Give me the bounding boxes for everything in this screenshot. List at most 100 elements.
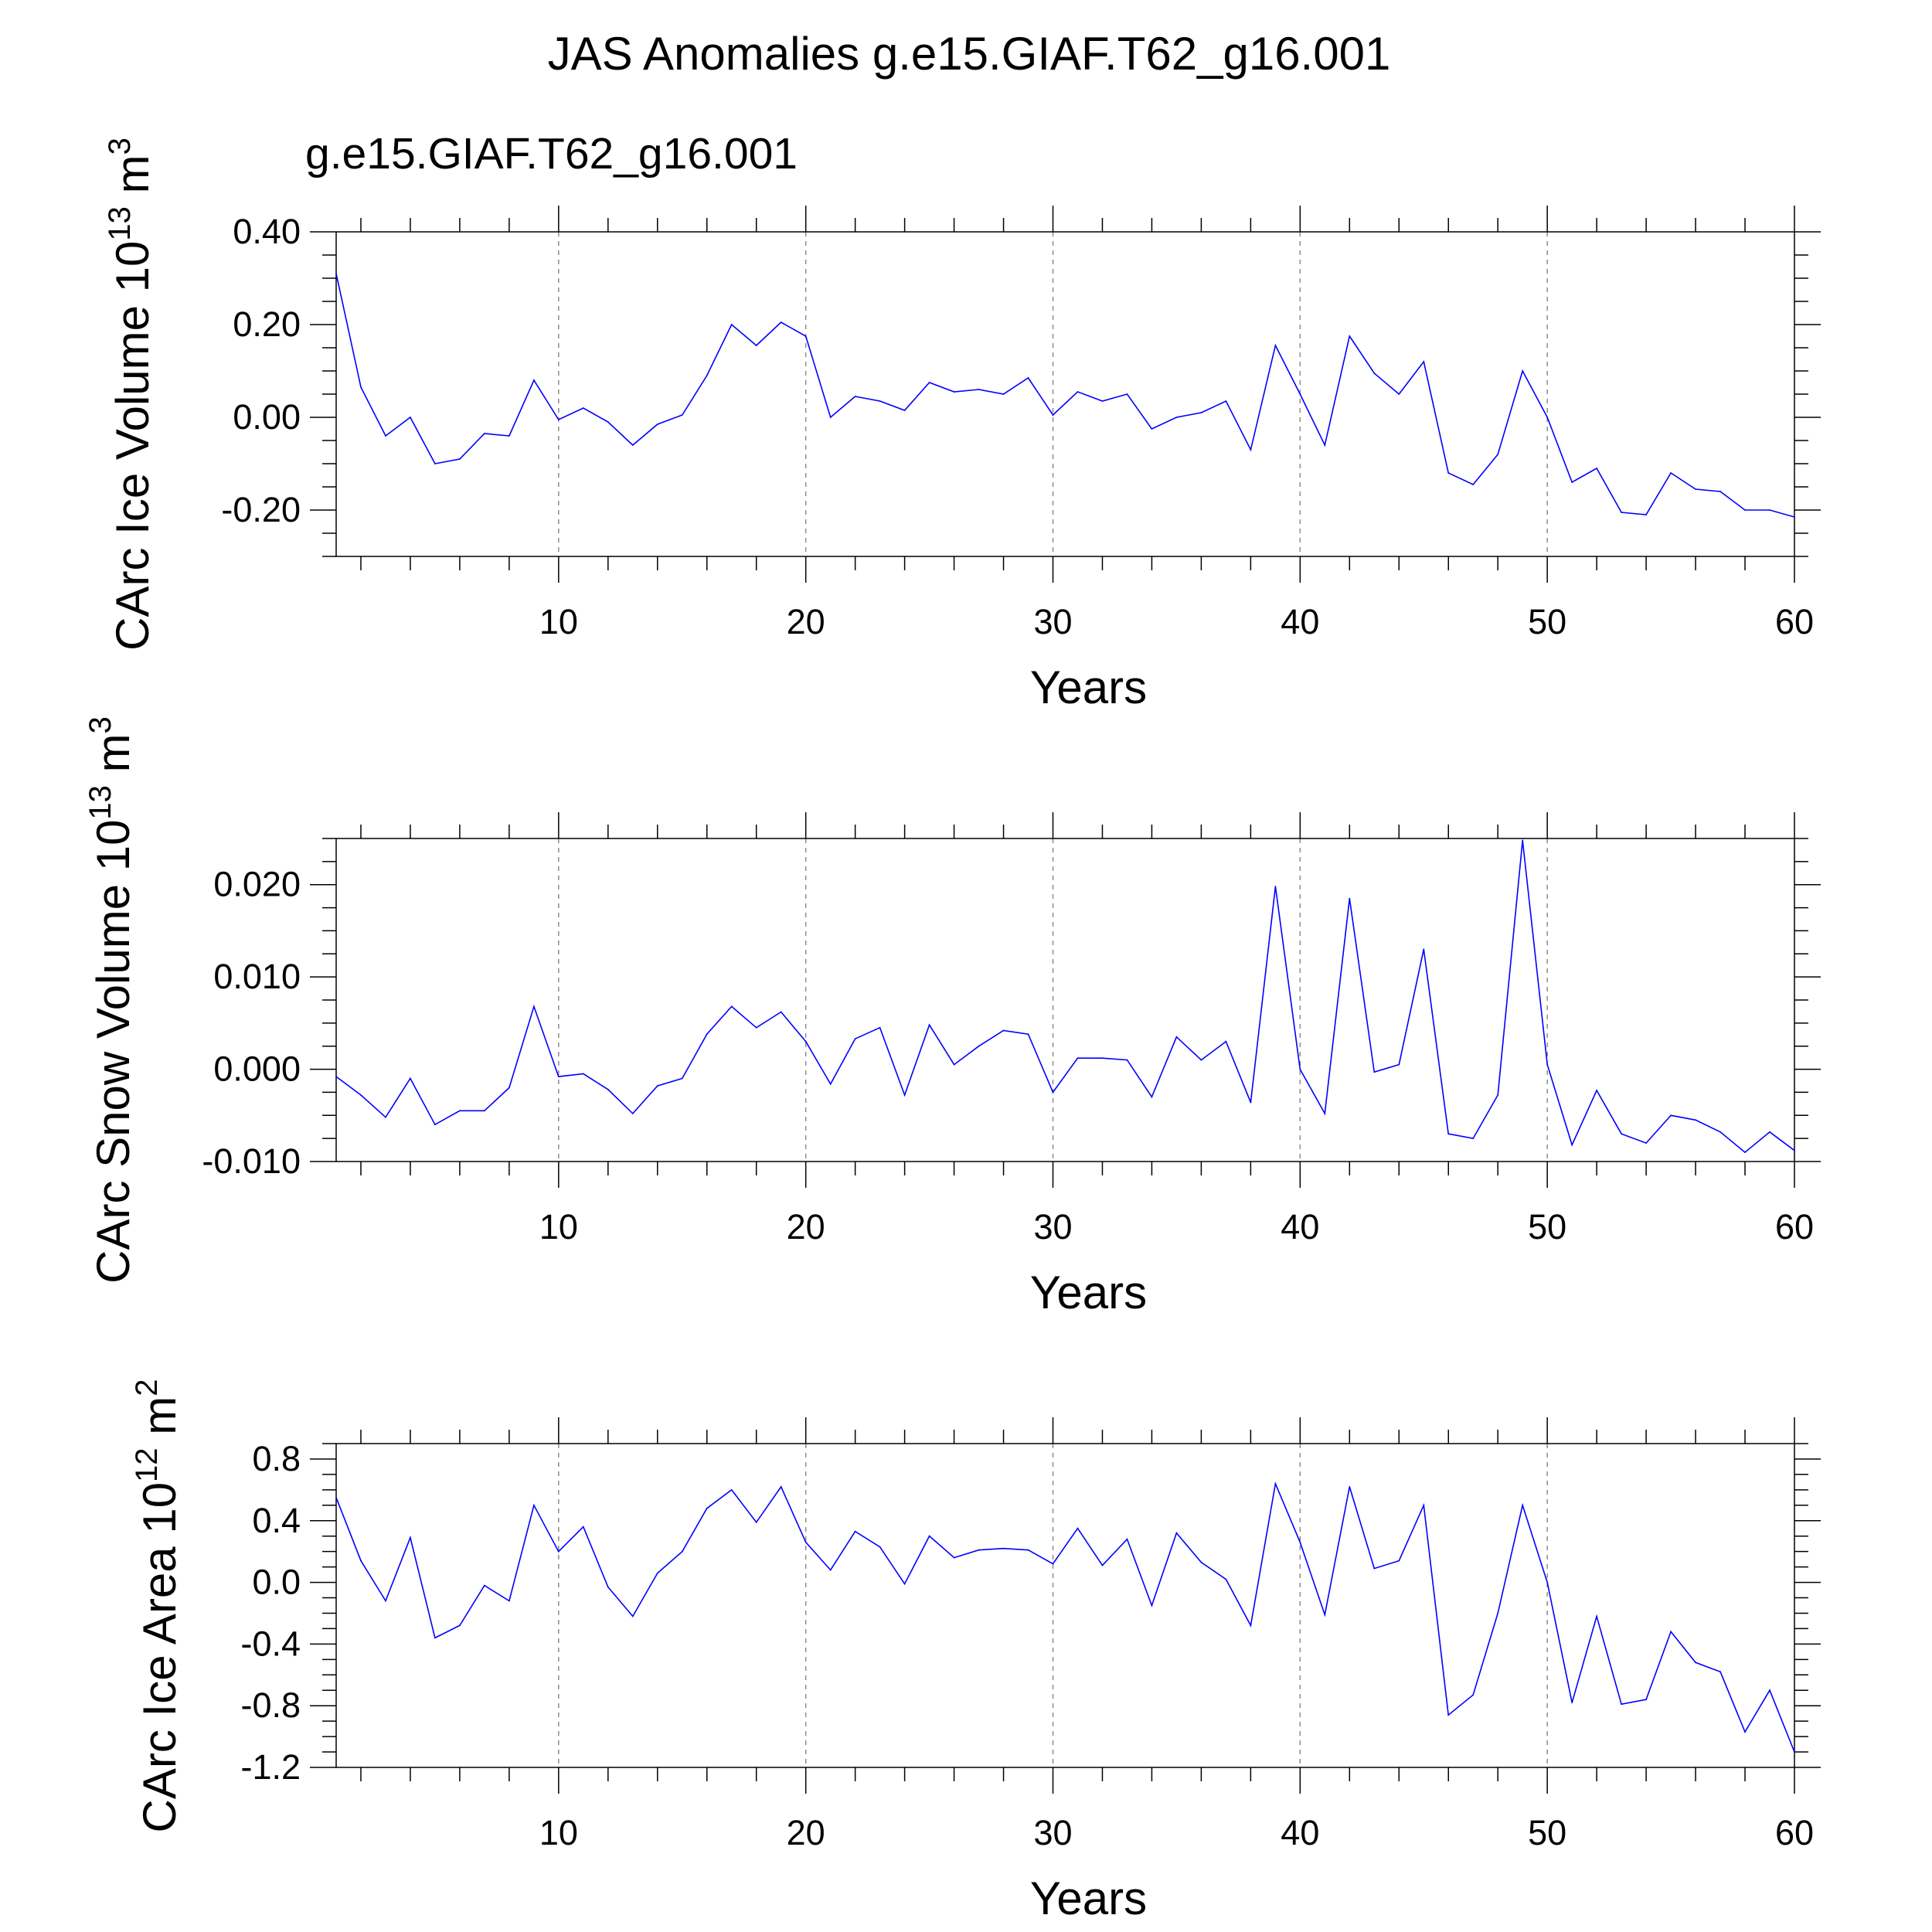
data-point <box>706 1507 708 1509</box>
y-tick-label: 0.020 <box>213 865 301 904</box>
x-tick-label: 50 <box>1528 602 1566 641</box>
data-point <box>557 1550 560 1553</box>
data-point <box>656 1572 658 1574</box>
x-tick-label: 50 <box>1528 1813 1566 1852</box>
data-point <box>360 1094 362 1096</box>
data-point <box>557 419 560 420</box>
data-point <box>730 1005 733 1008</box>
y-tick-label: -0.010 <box>202 1141 301 1181</box>
data-point <box>1522 839 1524 842</box>
data-point <box>706 375 708 376</box>
data-point <box>804 1040 807 1043</box>
data-point <box>335 1076 337 1077</box>
data-point <box>1546 1063 1549 1066</box>
data-point <box>1497 454 1499 455</box>
data-point <box>1546 417 1549 418</box>
x-tick-label: 20 <box>787 602 825 641</box>
data-point <box>1522 1504 1524 1506</box>
data-point <box>509 435 510 437</box>
chart-panels: 10 20 30 40 50 60 0.40 0.20 0.00 -0.20 Years CArc I… <box>83 138 1821 1924</box>
x-axis-label: Years <box>1030 1267 1147 1318</box>
data-point <box>335 1496 337 1498</box>
data-point <box>1794 1751 1795 1753</box>
data-point <box>1794 516 1795 518</box>
data-point <box>1670 472 1672 474</box>
data-point <box>1027 1549 1029 1551</box>
data-point <box>1423 1504 1425 1506</box>
data-point <box>509 1087 510 1089</box>
plot-frame <box>335 838 1795 1162</box>
data-point <box>1126 393 1128 395</box>
data-point <box>1472 1138 1475 1139</box>
data-point <box>434 1124 436 1126</box>
data-point <box>978 389 980 390</box>
data-point <box>1719 1131 1722 1133</box>
data-point <box>335 273 337 274</box>
data-point <box>1522 370 1524 372</box>
data-point <box>978 1549 980 1551</box>
data-point <box>681 1550 683 1553</box>
data-point <box>730 324 733 325</box>
series-line-ice-volume <box>335 273 1795 518</box>
x-tick-label: 60 <box>1775 1207 1814 1247</box>
data-point <box>1274 886 1277 887</box>
data-point <box>1151 428 1153 430</box>
data-point <box>360 386 362 388</box>
data-point <box>410 1536 411 1539</box>
data-point <box>1398 1063 1400 1066</box>
data-point <box>1126 1059 1128 1061</box>
data-point <box>879 1546 881 1548</box>
data-point <box>1077 1527 1079 1529</box>
data-point <box>1670 1114 1672 1117</box>
data-point <box>1571 1144 1573 1146</box>
data-point <box>1596 1615 1598 1617</box>
data-point <box>829 1569 832 1571</box>
x-tick-label: 10 <box>539 1813 578 1852</box>
data-point <box>1250 1624 1252 1627</box>
data-point <box>1175 1036 1178 1038</box>
data-point <box>953 1556 955 1559</box>
data-point <box>1077 391 1079 393</box>
data-point <box>903 410 906 411</box>
data-point <box>1101 1057 1104 1060</box>
data-point <box>434 1637 436 1639</box>
data-point <box>1052 414 1054 416</box>
data-point <box>1299 393 1301 395</box>
data-point <box>854 1530 856 1532</box>
chart-panel-snow-volume: 10 20 30 40 50 60 0.020 0.010 0.000 -0.010 Years CA… <box>83 716 1821 1318</box>
data-point <box>1002 393 1005 395</box>
data-point <box>1621 1703 1623 1706</box>
data-point <box>1151 1604 1153 1607</box>
x-tick-label: 30 <box>1033 602 1072 641</box>
data-point <box>1126 1538 1128 1540</box>
y-tick-label: 0.010 <box>213 957 301 996</box>
data-point <box>1324 444 1326 446</box>
data-point <box>360 1560 362 1562</box>
data-point <box>1447 472 1450 474</box>
data-point <box>1645 1699 1648 1701</box>
data-point <box>1744 1151 1746 1153</box>
data-point <box>1423 361 1425 362</box>
data-point <box>1695 1662 1697 1664</box>
data-point <box>1571 1702 1573 1704</box>
data-point <box>1324 1113 1326 1114</box>
x-tick-label: 20 <box>787 1207 825 1247</box>
data-point <box>928 382 930 383</box>
data-point <box>1349 897 1351 900</box>
data-point <box>1695 1119 1697 1121</box>
figure-title: JAS Anomalies g.e15.GIAF.T62_g16.001 <box>548 28 1391 80</box>
y-tick-label: 0.00 <box>233 397 301 437</box>
data-point <box>1769 1689 1770 1692</box>
data-point <box>410 417 411 418</box>
data-point <box>631 444 634 446</box>
legend-label: g.e15.GIAF.T62_g16.001 <box>305 129 798 179</box>
data-point <box>607 1586 609 1588</box>
y-tick-label: 0.20 <box>233 304 301 344</box>
data-point <box>780 1011 782 1013</box>
chart-panel-ice-volume: 10 20 30 40 50 60 0.40 0.20 0.00 -0.20 Years CArc I… <box>103 138 1821 713</box>
y-tick-label: 0.8 <box>252 1439 301 1478</box>
data-point <box>434 463 436 464</box>
x-tick-label: 30 <box>1033 1813 1072 1852</box>
data-point <box>1349 1486 1351 1488</box>
data-point <box>1101 400 1104 402</box>
